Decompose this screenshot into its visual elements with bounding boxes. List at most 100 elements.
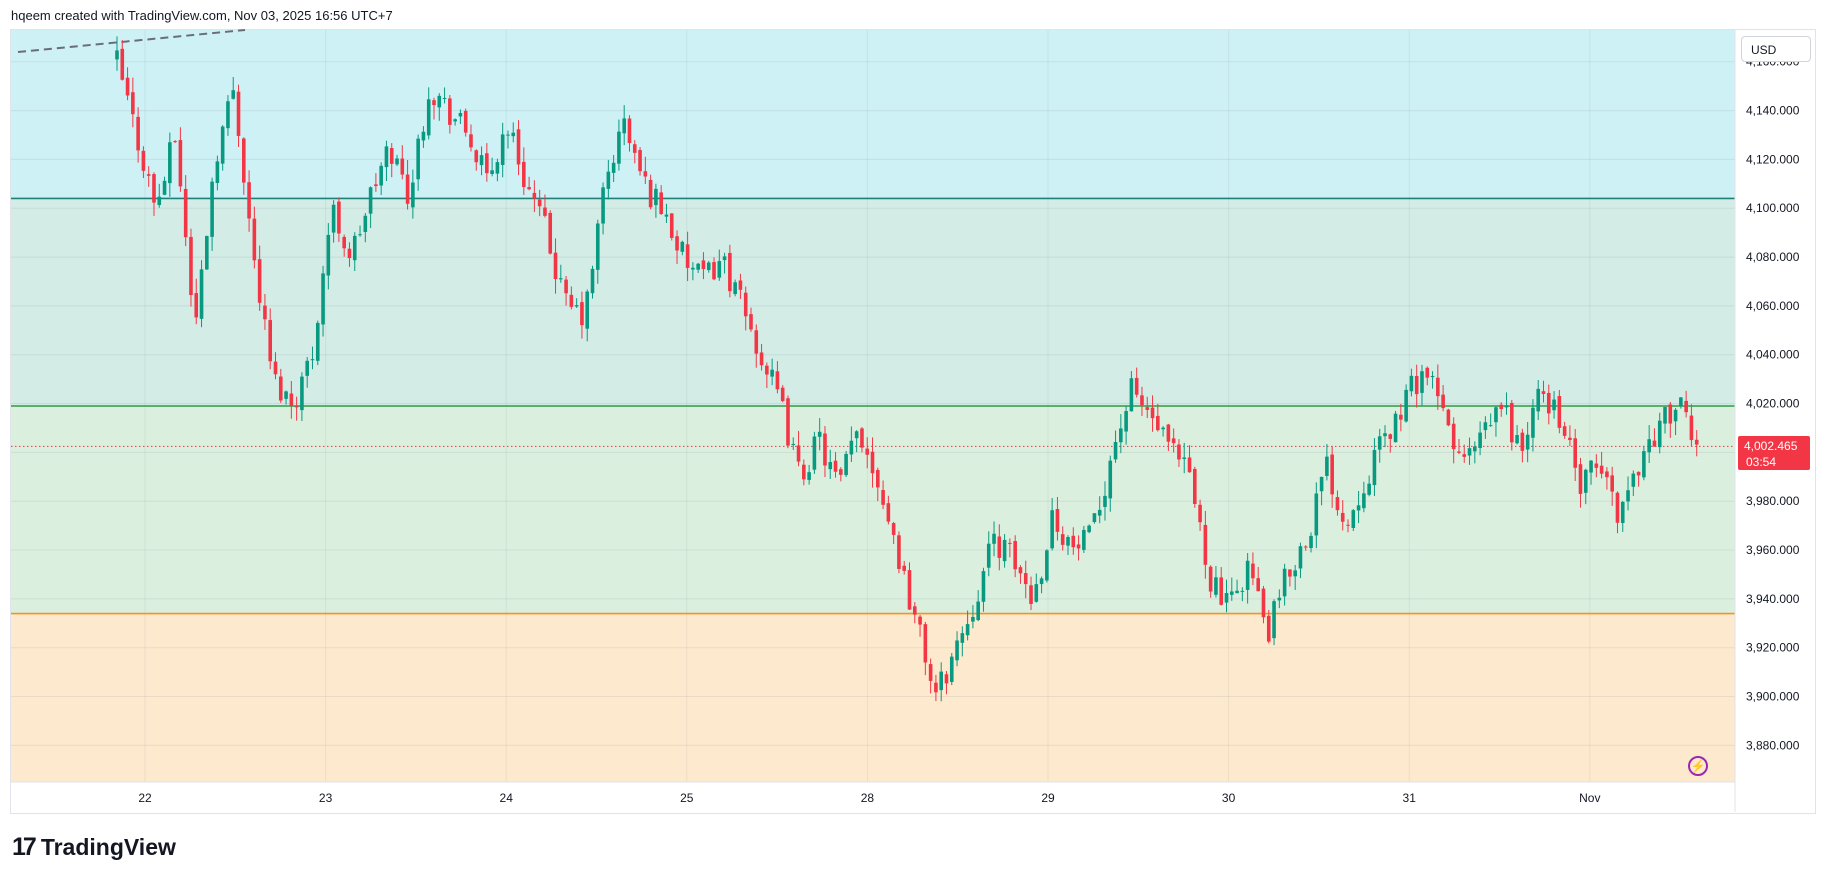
candle (1515, 425, 1519, 445)
candle (881, 480, 885, 510)
candle (807, 464, 811, 485)
candle (162, 176, 167, 196)
tradingview-logo: 17 TradingView (12, 833, 176, 862)
price-tick-label: 4,020.000 (1746, 397, 1800, 411)
candle (796, 430, 801, 467)
candle (516, 120, 521, 176)
candle (1525, 422, 1530, 463)
candle (400, 145, 405, 180)
candle (125, 67, 130, 101)
candle (1298, 542, 1303, 579)
candle (876, 467, 880, 502)
lightning-icon[interactable]: ⚡ (1688, 756, 1708, 776)
candle (1362, 481, 1366, 513)
candle (469, 124, 473, 152)
candle (1615, 491, 1620, 534)
time-axis: 22 23 24 25 28 29 30 31 Nov (11, 781, 1735, 805)
candle (527, 176, 531, 191)
candle (342, 234, 346, 257)
currency-selector[interactable]: USD (1741, 36, 1811, 62)
candle (205, 235, 209, 271)
candle (1177, 439, 1181, 467)
candle (601, 182, 605, 235)
candle (1193, 466, 1197, 508)
candle (453, 118, 457, 126)
candle (669, 213, 674, 241)
candle (1251, 552, 1255, 586)
candle (955, 631, 959, 667)
candle (590, 265, 595, 299)
candle (659, 185, 663, 215)
candle (1473, 441, 1477, 464)
candle (1414, 364, 1419, 408)
candle (907, 562, 912, 611)
candle (685, 231, 690, 282)
candle (511, 122, 516, 143)
price-tick-label: 3,920.000 (1746, 641, 1800, 655)
candle (1319, 476, 1324, 506)
time-tick-label: 25 (680, 791, 694, 805)
candle (474, 149, 479, 171)
candle (574, 298, 579, 309)
candle (321, 265, 325, 337)
candle (1145, 396, 1150, 419)
time-tick-label: Nov (1579, 791, 1600, 805)
candle (1266, 609, 1271, 644)
candle (1129, 371, 1134, 412)
candle (786, 395, 790, 449)
candle (1166, 423, 1171, 451)
candle (368, 186, 373, 228)
candle (1520, 428, 1525, 463)
candle (1605, 467, 1609, 490)
candle (981, 567, 986, 612)
candle (189, 228, 193, 307)
candle (384, 140, 389, 182)
zone-4019-4104 (11, 198, 1735, 406)
candle (1066, 535, 1070, 556)
candle (833, 452, 838, 478)
candle (986, 531, 991, 577)
candle (706, 260, 711, 273)
candle (654, 183, 658, 218)
candle (1631, 470, 1636, 496)
candle (1325, 444, 1329, 481)
candle (849, 426, 854, 462)
candle (1092, 513, 1097, 524)
candle (1536, 380, 1541, 420)
candle (559, 264, 563, 283)
candle (1652, 428, 1657, 447)
candle (759, 344, 764, 371)
candle (934, 674, 938, 702)
candle (1399, 403, 1403, 432)
candle (1008, 538, 1012, 558)
candle (226, 95, 230, 136)
candle (537, 189, 542, 217)
zone-above-4104 (11, 30, 1735, 199)
candle (817, 418, 822, 451)
candle (1156, 403, 1160, 432)
candle (1214, 565, 1218, 598)
candle (1029, 576, 1033, 611)
candle (1594, 454, 1599, 478)
candle (146, 166, 151, 187)
candle (622, 105, 626, 146)
candle (1161, 426, 1165, 437)
candle (1504, 392, 1509, 415)
grid-lines (11, 30, 1735, 782)
candle (426, 87, 431, 140)
candle (337, 197, 341, 242)
candle (1023, 560, 1028, 599)
candle (305, 357, 309, 388)
price-tick-label: 4,040.000 (1746, 348, 1800, 362)
candle (1303, 545, 1308, 551)
candle (352, 232, 357, 272)
candle (627, 115, 632, 152)
candle (278, 368, 283, 403)
candle (854, 430, 859, 453)
candle (1351, 508, 1356, 532)
candle (463, 108, 468, 137)
candle (421, 126, 426, 148)
candle (252, 206, 257, 269)
chart-header: hqeem created with TradingView.com, Nov … (11, 8, 393, 23)
